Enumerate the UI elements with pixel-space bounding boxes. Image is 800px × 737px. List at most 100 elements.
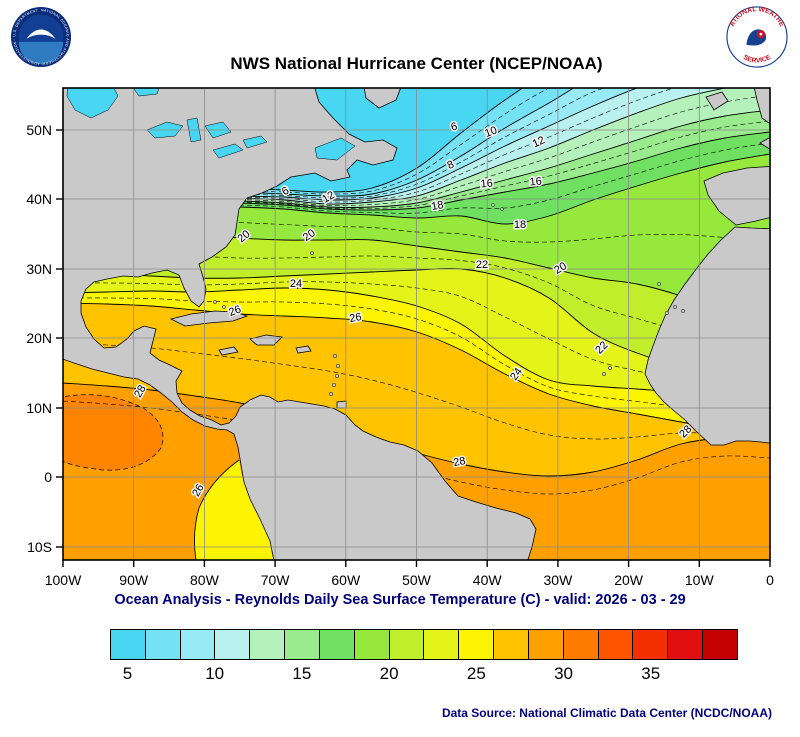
lat-tick-label: 40N [26,191,52,207]
pacific-cool-tongue [194,460,276,560]
colorbar-cell [668,630,704,659]
colorbar-cell [285,630,320,659]
colorbar-tick-label: 20 [379,664,399,683]
island [657,282,661,286]
island [491,203,495,207]
colorbar-cell [389,630,425,659]
contour-label: 16 [480,178,493,191]
colorbar-tick-label: 5 [122,664,133,683]
noaa-logo: NATIONAL OCEANIC AND ATMOSPHERIC ADMINIS… [10,6,72,68]
nws-logo-svg: NATIONAL WEATHER SERVICE [726,6,788,68]
island [328,391,334,397]
isotherm-dashed [63,94,770,206]
nws-arc-text-bottom: SERVICE [742,54,772,65]
lake [212,143,244,159]
colorbar-cell [145,630,181,659]
colorbar-cell [180,630,216,659]
nws-logo: NATIONAL WEATHER SERVICE [726,6,788,68]
colorbar-cell [111,630,146,659]
colorbar-cell [215,630,251,659]
island [231,311,235,315]
lon-tick-label: 70W [261,572,291,588]
contour-label: 10 [483,124,499,139]
lat-tick-label: 10N [26,400,52,416]
pacific-warm-pool [63,394,164,471]
colorbar [110,629,738,660]
colorbar-cell [494,630,529,659]
colorbar-cell [354,630,390,659]
map-caption: Ocean Analysis - Reynolds Daily Sea Surf… [114,592,686,608]
land [644,226,770,446]
island [665,311,669,315]
island [681,309,685,313]
isotherm-dashed [63,215,770,243]
island [602,372,606,376]
noaa-logo-svg: NATIONAL OCEANIC AND ATMOSPHERIC ADMINIS… [10,6,72,68]
lat-tick-label: 50N [26,122,52,138]
colorbar-tick-label: 15 [292,664,312,683]
lat-tick-label: 30N [26,261,52,277]
colorbar-cell [528,630,564,659]
land [63,88,537,560]
noaa-gull-icon [26,29,56,39]
isotherm-dashed [63,142,770,214]
island [673,305,677,309]
colorbar-cell [319,630,355,659]
land [249,334,283,346]
colorbar-tick-label: 35 [641,664,661,683]
island [310,251,314,255]
island [332,353,338,359]
land [295,345,312,354]
isotherm-dashed [63,250,770,354]
lon-tick-label: 90W [119,572,149,588]
island [334,373,340,379]
contour-label: 22 [476,259,488,271]
island [331,382,337,388]
contour-label: 26 [227,303,243,318]
island [500,207,504,211]
lon-tick-label: 20W [614,572,644,588]
lake [242,135,268,149]
isotherm-dashed [63,88,675,203]
nws-hurricane-eye-icon [759,32,763,36]
lake [66,88,119,119]
contour-label: 16 [529,176,542,189]
isotherm-dashed [63,120,770,210]
colorbar-tick-label: 30 [554,664,574,683]
page-title: NWS National Hurricane Center (NCEP/NOAA… [230,54,603,73]
contour-label: 28 [452,455,466,469]
colorbar-cell [703,630,737,659]
contour-label: 24 [290,278,302,290]
lon-tick-label: 30W [544,572,574,588]
island [335,363,341,369]
lake [132,88,160,97]
land [363,88,402,109]
lat-tick-label: 20N [26,330,52,346]
lon-tick-label: 50W [402,572,432,588]
map-axes: 100W 90W 80W 70W 60W 50W 40W 30W 20W 10W 0 50N 40N 30… [26,87,774,588]
island [222,305,226,309]
colorbar-tick-label: 10 [205,664,225,683]
land [703,166,770,226]
lon-tick-label: 60W [331,572,361,588]
lon-tick-label: 80W [190,572,220,588]
island [213,300,217,304]
contour-label: 26 [348,311,362,325]
lon-tick-label: 10W [685,572,715,588]
isotherm-26 [63,302,770,437]
colorbar-cell [563,630,599,659]
lat-tick-label: 0 [44,469,52,485]
colorbar-cell [633,630,669,659]
colorbar-cell [424,630,460,659]
land [705,91,729,111]
isotherm-dashed [63,297,770,417]
island [608,366,612,370]
lon-tick-label: 0 [766,572,774,588]
noaa-sea-shape [18,41,64,65]
lon-tick-label: 100W [45,572,82,588]
colorbar-cell [250,630,286,659]
lon-tick-label: 40W [473,572,503,588]
isotherm-pacific-26 [194,459,240,560]
